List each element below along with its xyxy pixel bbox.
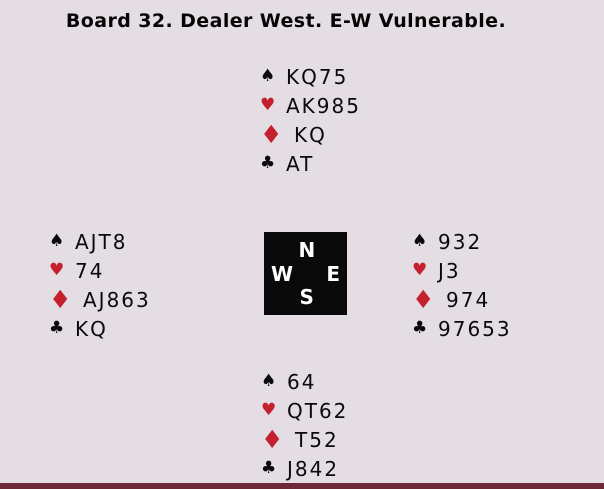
east-spades-cards: 932 — [438, 229, 483, 254]
south-diamonds-row: ♦ T52 — [261, 425, 348, 454]
heart-icon: ♥ — [261, 400, 277, 420]
east-hearts-cards: J3 — [438, 258, 461, 283]
heart-icon: ♥ — [412, 260, 428, 280]
north-diamonds-row: ♦ KQ — [260, 120, 361, 149]
board-title: Board 32. Dealer West. E-W Vulnerable. — [65, 10, 507, 32]
diamond-icon: ♦ — [260, 120, 283, 149]
compass-rose: N W E S — [264, 232, 347, 315]
north-hearts-row: ♥ AK985 — [260, 91, 361, 120]
club-icon: ♣ — [49, 318, 65, 338]
compass-west-label: W — [271, 261, 294, 286]
east-clubs-row: ♣ 97653 — [412, 314, 512, 343]
west-clubs-row: ♣ KQ — [49, 314, 151, 343]
diamond-icon: ♦ — [412, 285, 435, 314]
west-spades-row: ♠ AJT8 — [49, 227, 151, 256]
south-hearts-row: ♥ QT62 — [261, 396, 348, 425]
north-hearts-cards: AK985 — [286, 93, 361, 118]
north-spades-cards: KQ75 — [286, 64, 349, 89]
east-diamonds-row: ♦ 974 — [412, 285, 512, 314]
east-hearts-row: ♥ J3 — [412, 256, 512, 285]
club-icon: ♣ — [260, 153, 276, 173]
spade-icon: ♠ — [412, 231, 428, 251]
south-clubs-row: ♣ J842 — [261, 454, 348, 483]
north-clubs-row: ♣ AT — [260, 149, 361, 178]
west-diamonds-cards: AJ863 — [83, 287, 151, 312]
south-spades-cards: 64 — [287, 369, 317, 394]
club-icon: ♣ — [412, 318, 428, 338]
east-diamonds-cards: 974 — [446, 287, 491, 312]
south-hearts-cards: QT62 — [287, 398, 349, 423]
north-hand: ♠ KQ75 ♥ AK985 ♦ KQ ♣ AT — [260, 62, 361, 178]
heart-icon: ♥ — [49, 260, 65, 280]
west-hearts-row: ♥ 74 — [49, 256, 151, 285]
south-clubs-cards: J842 — [287, 456, 340, 481]
east-spades-row: ♠ 932 — [412, 227, 512, 256]
north-spades-row: ♠ KQ75 — [260, 62, 361, 91]
west-hand: ♠ AJT8 ♥ 74 ♦ AJ863 ♣ KQ — [49, 227, 151, 343]
east-clubs-cards: 97653 — [438, 316, 512, 341]
heart-icon: ♥ — [260, 95, 276, 115]
west-diamonds-row: ♦ AJ863 — [49, 285, 151, 314]
spade-icon: ♠ — [49, 231, 65, 251]
west-spades-cards: AJT8 — [75, 229, 128, 254]
compass-south-label: S — [299, 285, 314, 309]
west-hearts-cards: 74 — [75, 258, 105, 283]
diamond-icon: ♦ — [261, 425, 284, 454]
south-hand: ♠ 64 ♥ QT62 ♦ T52 ♣ J842 — [261, 367, 348, 483]
north-clubs-cards: AT — [286, 151, 315, 176]
spade-icon: ♠ — [261, 371, 277, 391]
north-diamonds-cards: KQ — [294, 122, 327, 147]
club-icon: ♣ — [261, 458, 277, 478]
compass-north-label: N — [298, 238, 316, 262]
east-hand: ♠ 932 ♥ J3 ♦ 974 ♣ 97653 — [412, 227, 512, 343]
diamond-icon: ♦ — [49, 285, 72, 314]
bottom-divider-bar — [0, 483, 604, 489]
south-diamonds-cards: T52 — [295, 427, 339, 452]
spade-icon: ♠ — [260, 66, 276, 86]
west-clubs-cards: KQ — [75, 316, 108, 341]
compass-east-label: E — [326, 261, 340, 286]
south-spades-row: ♠ 64 — [261, 367, 348, 396]
